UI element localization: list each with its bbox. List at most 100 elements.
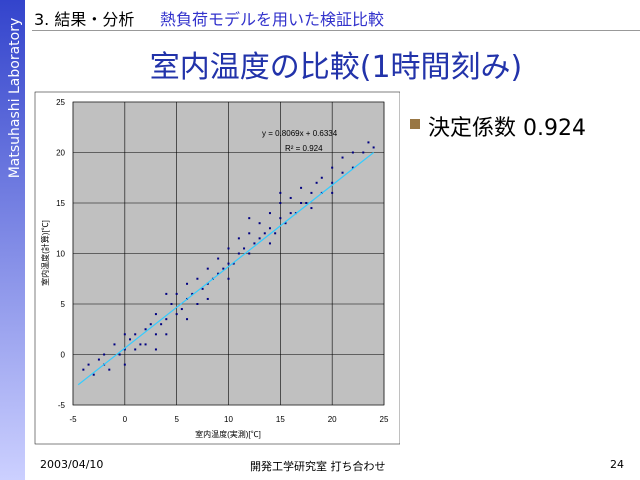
point xyxy=(217,257,220,260)
point xyxy=(268,242,271,245)
point xyxy=(144,343,147,346)
point xyxy=(279,217,282,220)
point xyxy=(341,156,344,159)
title: 室内温度の比較(1時間刻み) xyxy=(149,50,523,85)
chart: 室内温度(実測)[℃] 室内温度(計算)[℃] -5 0 5 10 15 20 25 -5 0 5… xyxy=(34,91,400,445)
point xyxy=(103,353,106,356)
point xyxy=(237,252,240,255)
point xyxy=(175,292,178,295)
point xyxy=(134,333,137,336)
y-tick-label: 10 xyxy=(56,250,65,259)
y-tick-label: 0 xyxy=(61,351,66,360)
point xyxy=(129,338,132,341)
x-axis-label: 室内温度(実測)[℃] xyxy=(195,429,261,439)
point xyxy=(82,368,85,371)
y-tick-label: 25 xyxy=(56,98,65,107)
point xyxy=(97,358,100,361)
point xyxy=(243,247,246,250)
point xyxy=(113,343,116,346)
point xyxy=(196,277,199,280)
trendline xyxy=(77,152,375,386)
point xyxy=(300,186,303,189)
x-tick-label: 15 xyxy=(276,415,285,424)
point xyxy=(248,252,251,255)
point xyxy=(331,181,334,184)
y-tick-label: 20 xyxy=(56,149,65,158)
bullet: 決定係数 0.924 xyxy=(428,116,586,141)
point xyxy=(258,237,261,240)
point xyxy=(268,227,271,230)
point xyxy=(186,282,189,285)
point xyxy=(222,267,225,270)
point xyxy=(232,262,235,265)
point xyxy=(351,166,354,169)
x-tick-label: 0 xyxy=(123,415,128,424)
point xyxy=(367,141,370,144)
point xyxy=(160,323,163,326)
y-tick-label: -5 xyxy=(58,401,66,410)
point xyxy=(263,232,266,235)
point xyxy=(310,191,313,194)
y-tick-label: 15 xyxy=(56,199,65,208)
point xyxy=(123,348,126,351)
point xyxy=(92,373,95,376)
point xyxy=(149,323,152,326)
point xyxy=(186,318,189,321)
point xyxy=(139,343,142,346)
point xyxy=(351,151,354,154)
point xyxy=(372,146,375,149)
point xyxy=(331,166,334,169)
point xyxy=(206,297,209,300)
point xyxy=(289,212,292,215)
point xyxy=(144,328,147,331)
point xyxy=(289,196,292,199)
point xyxy=(227,262,230,265)
header-rule xyxy=(32,30,640,31)
point xyxy=(253,242,256,245)
point xyxy=(274,232,277,235)
point xyxy=(154,348,157,351)
point xyxy=(165,318,168,321)
point xyxy=(201,287,204,290)
point xyxy=(217,272,220,275)
footer-center: 開発工学研究室 打ち合わせ xyxy=(250,460,386,473)
point xyxy=(170,303,173,305)
x-tick-label: -5 xyxy=(69,415,77,424)
point xyxy=(331,191,334,194)
point xyxy=(154,313,157,316)
point xyxy=(248,232,251,235)
point xyxy=(123,333,126,336)
point xyxy=(227,247,230,250)
point xyxy=(108,368,111,371)
point xyxy=(123,363,126,366)
x-tick-label: 10 xyxy=(224,415,233,424)
sidebar xyxy=(0,0,25,480)
point xyxy=(165,292,168,295)
x-tick-label: 20 xyxy=(328,415,337,424)
bullet-marker xyxy=(410,119,420,129)
point xyxy=(300,202,303,204)
header-topic: 熱負荷モデルを用いた検証比較 xyxy=(160,10,385,29)
point xyxy=(175,313,178,316)
point xyxy=(165,333,168,336)
point xyxy=(268,212,271,215)
point xyxy=(206,267,209,270)
header-section: 3. 結果・分析 xyxy=(34,10,135,29)
y-axis-label: 室内温度(計算)[℃] xyxy=(40,220,50,286)
footer-date: 2003/04/10 xyxy=(40,458,104,471)
point xyxy=(227,277,230,280)
y-tick-label: 5 xyxy=(61,300,66,309)
point xyxy=(279,202,282,204)
point xyxy=(305,202,308,204)
point xyxy=(279,191,282,194)
point xyxy=(284,222,287,225)
point xyxy=(134,348,137,351)
point xyxy=(180,308,183,311)
point xyxy=(118,353,121,356)
point xyxy=(341,171,344,174)
footer-page: 24 xyxy=(610,458,624,471)
point xyxy=(206,282,209,285)
point xyxy=(362,151,365,154)
point xyxy=(237,237,240,240)
